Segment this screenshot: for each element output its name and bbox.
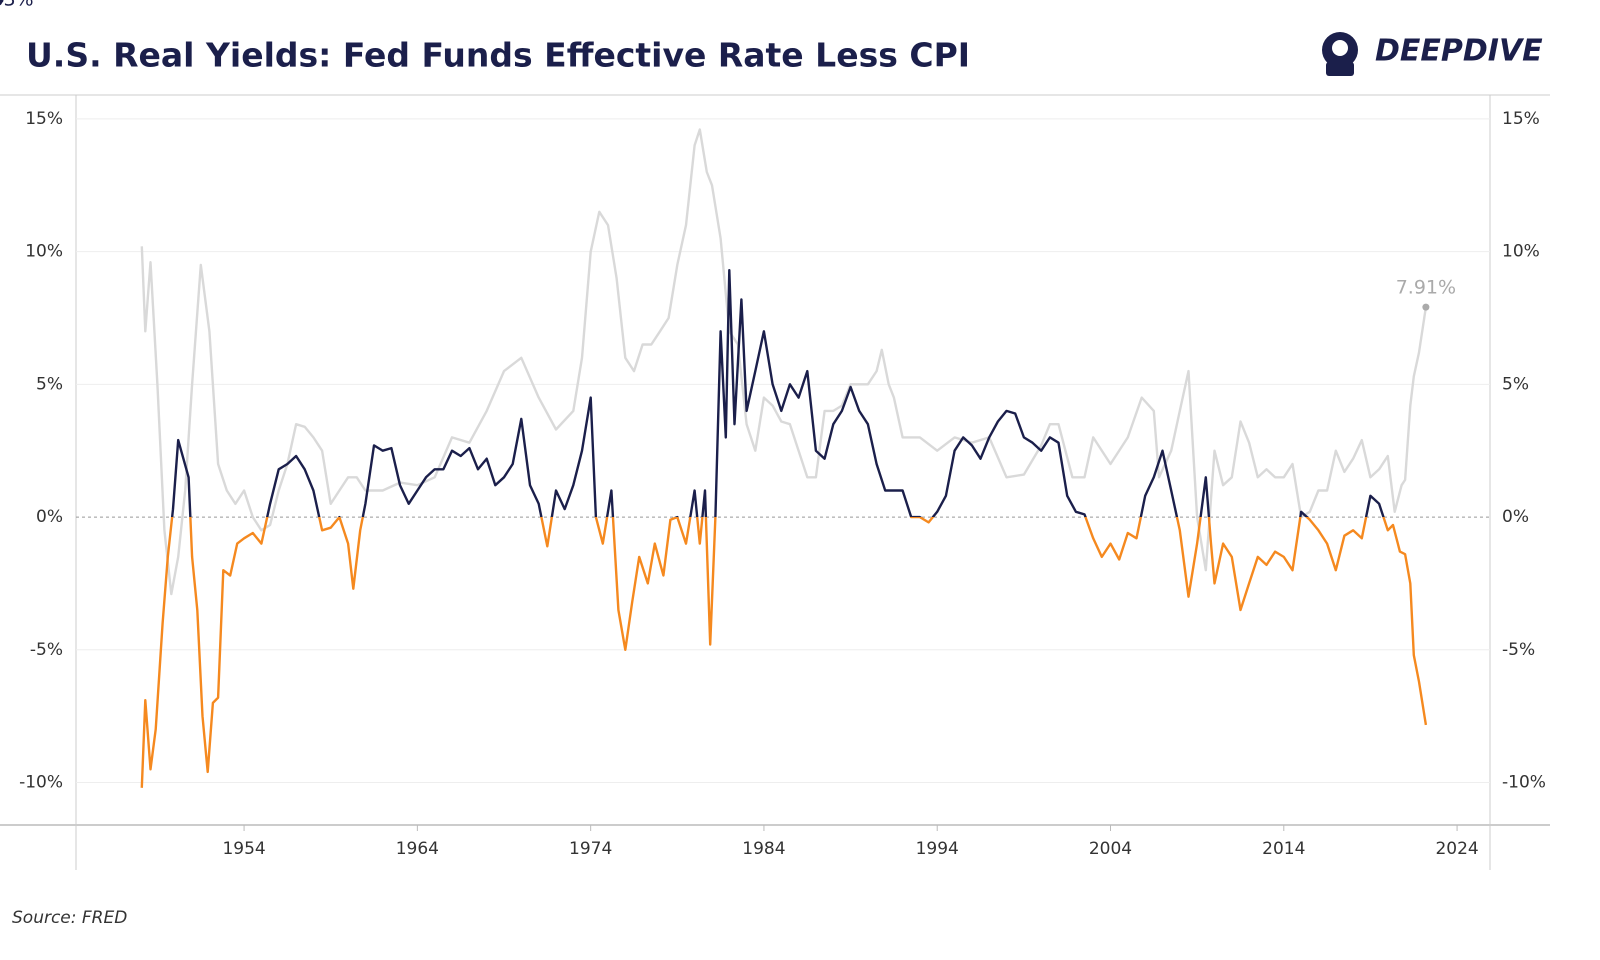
end-point [1422, 303, 1430, 311]
x-tick-label: 2014 [1262, 839, 1305, 859]
x-tick-label: 1974 [569, 839, 612, 859]
y-tick-label: -5% [30, 640, 63, 660]
x-tick-label: 1954 [222, 839, 265, 859]
chart-title: U.S. Real Yields: Fed Funds Effective Ra… [26, 36, 970, 75]
y-tick-label: 10% [25, 242, 63, 262]
value-label: 7.91% [1396, 277, 1456, 299]
y2-tick-label: 0% [1502, 507, 1529, 527]
series-line [140, 128, 1428, 596]
x-tick-label: 2024 [1435, 839, 1478, 859]
y-tick-label: 15% [25, 109, 63, 129]
y2-tick-label: -10% [1502, 773, 1546, 793]
x-tick-label: 1984 [742, 839, 785, 859]
end-point [0, 0, 4, 4]
x-tick-label: 1994 [916, 839, 959, 859]
y2-tick-label: -5% [1502, 640, 1535, 660]
y2-tick-label: 15% [1502, 109, 1540, 129]
source: Source: FRED [12, 908, 127, 928]
y-tick-label: 0% [36, 507, 63, 527]
y-tick-label: -10% [19, 773, 63, 793]
x-tick-label: 1964 [396, 839, 439, 859]
y2-tick-label: 10% [1502, 242, 1540, 262]
y-tick-label: 5% [36, 374, 63, 394]
logo-text: DEEPDIVE [1375, 34, 1543, 69]
series-line [140, 269, 1428, 788]
logo-icon [1322, 32, 1358, 76]
y2-tick-label: 5% [1502, 374, 1529, 394]
value-label: -7.83% [0, 0, 34, 11]
x-tick-label: 2004 [1089, 839, 1132, 859]
